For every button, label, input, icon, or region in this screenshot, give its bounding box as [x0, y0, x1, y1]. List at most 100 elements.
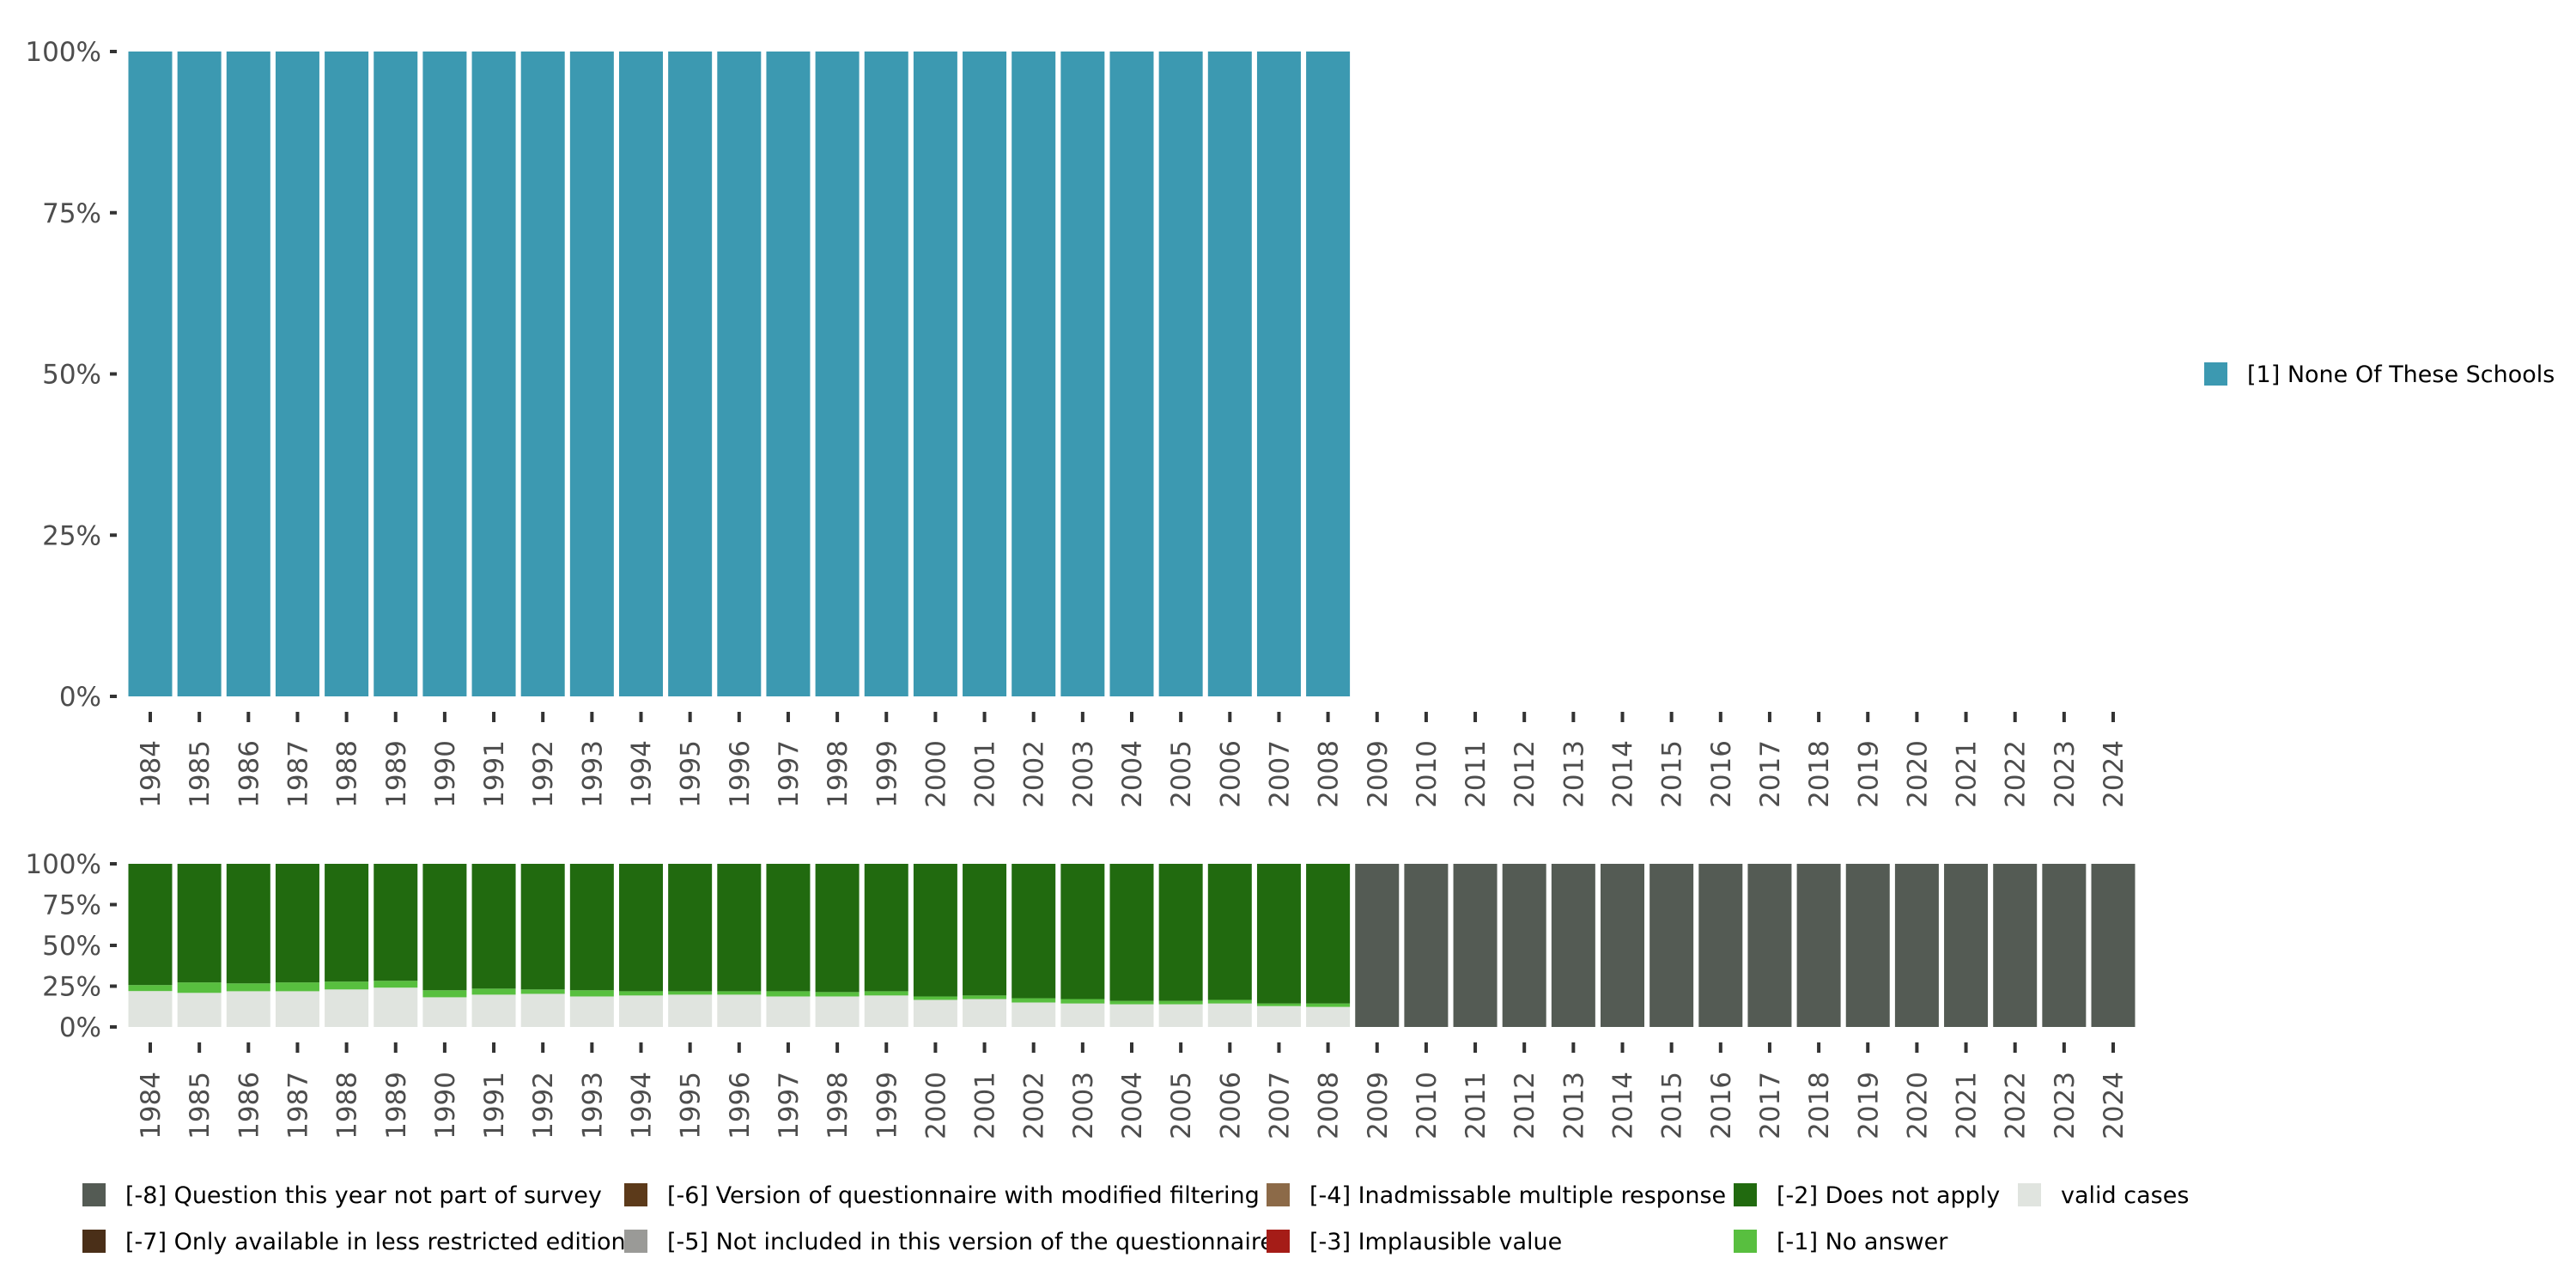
x-tick-mark — [344, 1042, 349, 1053]
bar-segment — [1551, 864, 1595, 1027]
bar-segment — [1306, 1006, 1351, 1027]
x-tick-label: 2021 — [1952, 1072, 1983, 1139]
x-tick-mark — [1866, 712, 1870, 722]
x-tick-mark — [1031, 1042, 1036, 1053]
bar-segment — [1109, 864, 1154, 1001]
x-tick-mark — [1669, 712, 1674, 722]
x-tick-mark — [982, 1042, 987, 1053]
bottom-chart-panel: 0% 25% 50% 75% 100% 1984 1985 1986 1987 1988 1989 1… — [25, 849, 2136, 1139]
x-tick-label: 2014 — [1608, 740, 1639, 808]
bar-segment — [1306, 864, 1351, 1004]
bar-segment — [128, 991, 173, 1027]
bar-segment — [275, 52, 319, 696]
y-tick-label: 75% — [42, 890, 101, 921]
bar-segment — [1306, 52, 1351, 696]
legend-label: [-3] Implausible value — [1309, 1229, 1562, 1255]
bar-segment — [913, 999, 957, 1027]
y-tick-mark — [110, 1025, 117, 1029]
y-tick-label: 50% — [42, 931, 101, 962]
bar-segment — [374, 864, 418, 981]
bar-segment — [128, 864, 173, 986]
x-tick-label: 2013 — [1558, 740, 1589, 808]
bar-segment — [913, 996, 957, 1000]
bar-segment — [717, 991, 762, 995]
x-tick-label: 2024 — [2099, 740, 2129, 808]
bar-segment — [569, 996, 614, 1027]
bar-segment — [325, 864, 369, 982]
bar-segment — [325, 989, 369, 1027]
bar-segment — [864, 995, 908, 1027]
bar-segment — [1207, 864, 1252, 1000]
top-chart-panel: 0% 25% 50% 75% 100% 1984 1985 1986 1987 1988 1989 1… — [25, 37, 2129, 808]
legend-swatch — [2204, 362, 2227, 386]
x-tick-label: 2001 — [970, 1072, 1001, 1139]
x-tick-mark — [737, 712, 741, 722]
x-tick-label: 1992 — [528, 1072, 559, 1139]
bar-segment — [864, 864, 908, 992]
x-tick-label: 1992 — [528, 740, 559, 808]
bar-segment — [275, 991, 319, 1027]
x-tick-label: 2018 — [1804, 1072, 1835, 1139]
x-tick-mark — [884, 712, 889, 722]
bar-segment — [128, 985, 173, 992]
y-tick-mark — [110, 695, 117, 698]
x-tick-mark — [393, 712, 398, 722]
x-tick-label: 2011 — [1461, 740, 1492, 808]
bar-segment — [374, 987, 418, 1027]
bar-segment — [226, 991, 270, 1027]
x-tick-label: 2005 — [1166, 1072, 1197, 1139]
x-tick-mark — [786, 712, 790, 722]
x-tick-label: 2002 — [1019, 740, 1050, 808]
bar-segment — [325, 981, 369, 990]
x-tick-label: 1999 — [872, 740, 902, 808]
x-tick-label: 1995 — [676, 1072, 707, 1139]
x-tick-mark — [442, 712, 447, 722]
bar-segment — [1404, 864, 1449, 1027]
x-tick-mark — [1130, 1042, 1133, 1053]
x-tick-label: 2020 — [1902, 1072, 1933, 1139]
x-tick-label: 1996 — [725, 740, 756, 808]
x-tick-mark — [835, 1042, 840, 1053]
x-tick-label: 1984 — [136, 1072, 167, 1139]
x-tick-label: 1997 — [774, 740, 805, 808]
x-tick-mark — [246, 712, 251, 722]
bar-segment — [963, 999, 1007, 1027]
x-tick-label: 2003 — [1068, 740, 1099, 808]
x-tick-mark — [1473, 1042, 1478, 1053]
bar-segment — [1453, 864, 1498, 1027]
legend-label: [1] None Of These Schools — [2247, 361, 2555, 388]
x-tick-label: 1995 — [676, 740, 707, 808]
bar-segment — [569, 864, 614, 991]
y-tick-label: 75% — [42, 198, 101, 229]
bar-segment — [668, 994, 713, 1027]
x-tick-mark — [1522, 712, 1527, 722]
x-tick-label: 2013 — [1558, 1072, 1589, 1139]
bar-segment — [1060, 999, 1105, 1004]
bar-segment — [1158, 1004, 1203, 1027]
bar-segment — [1158, 52, 1203, 696]
bottom-legend: [-8] Question this year not part of surv… — [82, 1182, 2189, 1255]
x-tick-mark — [2062, 712, 2066, 722]
x-tick-label: 1987 — [283, 1072, 313, 1139]
x-tick-label: 2019 — [1853, 740, 1884, 808]
x-tick-mark — [1915, 712, 1919, 722]
bar-segment — [128, 52, 173, 696]
y-tick-mark — [110, 902, 117, 907]
x-tick-label: 1990 — [430, 1072, 461, 1139]
legend-swatch — [2018, 1183, 2041, 1206]
y-tick-label: 25% — [42, 520, 101, 551]
y-tick-label: 0% — [59, 1012, 101, 1043]
x-tick-label: 1994 — [627, 740, 658, 808]
legend-label: [-1] No answer — [1777, 1229, 1948, 1255]
x-tick-mark — [688, 712, 692, 722]
bar-segment — [422, 997, 467, 1027]
x-tick-mark — [1424, 712, 1428, 722]
x-tick-mark — [1080, 1042, 1084, 1053]
x-tick-label: 1988 — [332, 740, 363, 808]
x-tick-label: 2015 — [1657, 740, 1688, 808]
x-tick-mark — [1767, 1042, 1771, 1053]
x-tick-mark — [246, 1042, 251, 1053]
x-tick-mark — [1424, 1042, 1428, 1053]
bar-segment — [766, 991, 811, 997]
x-tick-label: 1993 — [577, 740, 608, 808]
